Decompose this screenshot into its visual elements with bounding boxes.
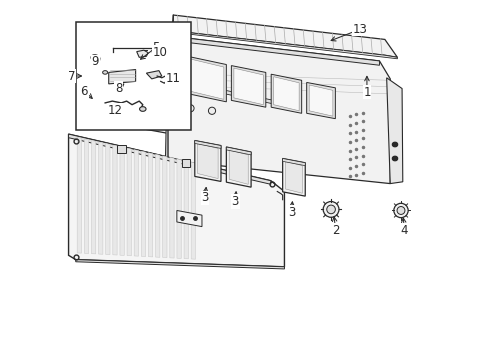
Text: 8: 8	[115, 82, 122, 95]
Polygon shape	[166, 36, 168, 161]
Text: 10: 10	[152, 46, 167, 59]
Polygon shape	[283, 158, 305, 166]
Text: 13: 13	[352, 23, 367, 36]
Polygon shape	[307, 82, 335, 119]
Polygon shape	[163, 156, 167, 258]
Bar	[181, 159, 190, 167]
Polygon shape	[195, 140, 221, 148]
Polygon shape	[187, 58, 224, 99]
Polygon shape	[141, 151, 146, 257]
Polygon shape	[148, 153, 153, 257]
Polygon shape	[184, 161, 188, 259]
Ellipse shape	[102, 71, 108, 74]
Ellipse shape	[91, 55, 100, 62]
Polygon shape	[191, 162, 196, 259]
Polygon shape	[177, 211, 202, 226]
Polygon shape	[120, 147, 124, 255]
Polygon shape	[197, 143, 218, 179]
Polygon shape	[123, 76, 136, 80]
Text: 3: 3	[288, 206, 295, 219]
Circle shape	[394, 203, 408, 218]
Polygon shape	[104, 65, 277, 105]
Text: 12: 12	[108, 104, 122, 117]
Polygon shape	[180, 84, 193, 88]
Text: 3: 3	[201, 192, 209, 204]
Polygon shape	[173, 15, 397, 57]
Circle shape	[208, 107, 216, 114]
Text: 9: 9	[92, 55, 99, 68]
Ellipse shape	[140, 107, 146, 111]
Polygon shape	[177, 159, 181, 258]
Polygon shape	[113, 145, 117, 255]
Text: 5: 5	[152, 41, 160, 54]
Polygon shape	[104, 65, 292, 156]
Polygon shape	[170, 157, 174, 258]
Circle shape	[397, 207, 405, 215]
Polygon shape	[231, 66, 266, 107]
Polygon shape	[283, 158, 305, 196]
Text: 3: 3	[232, 195, 239, 208]
Circle shape	[187, 105, 194, 112]
Polygon shape	[271, 74, 302, 113]
Polygon shape	[76, 260, 285, 269]
Polygon shape	[77, 138, 81, 253]
Circle shape	[327, 205, 335, 214]
Polygon shape	[69, 134, 285, 267]
Text: 1: 1	[363, 86, 370, 99]
Polygon shape	[69, 134, 271, 184]
Polygon shape	[127, 148, 131, 256]
Polygon shape	[173, 31, 397, 59]
Polygon shape	[137, 50, 148, 57]
Text: 4: 4	[401, 224, 408, 237]
Polygon shape	[234, 68, 263, 105]
Text: 2: 2	[332, 224, 340, 237]
Polygon shape	[387, 78, 403, 184]
Polygon shape	[92, 140, 96, 254]
Polygon shape	[195, 140, 221, 181]
Bar	[237, 171, 245, 179]
Polygon shape	[309, 85, 333, 116]
Polygon shape	[109, 69, 136, 84]
Polygon shape	[84, 139, 89, 253]
Polygon shape	[184, 55, 226, 102]
Text: 11: 11	[166, 72, 181, 85]
Polygon shape	[274, 77, 299, 111]
Polygon shape	[226, 147, 251, 155]
Polygon shape	[134, 150, 139, 256]
Bar	[76, 22, 191, 130]
Polygon shape	[155, 154, 160, 257]
Bar	[117, 145, 125, 153]
Polygon shape	[147, 71, 162, 79]
Polygon shape	[226, 147, 251, 187]
Circle shape	[323, 202, 339, 217]
Polygon shape	[286, 161, 302, 193]
Text: 6: 6	[80, 85, 88, 98]
Text: 7: 7	[69, 69, 76, 82]
Polygon shape	[229, 150, 248, 184]
Polygon shape	[168, 36, 390, 184]
Polygon shape	[168, 36, 379, 65]
Polygon shape	[106, 144, 110, 255]
Polygon shape	[98, 142, 103, 254]
